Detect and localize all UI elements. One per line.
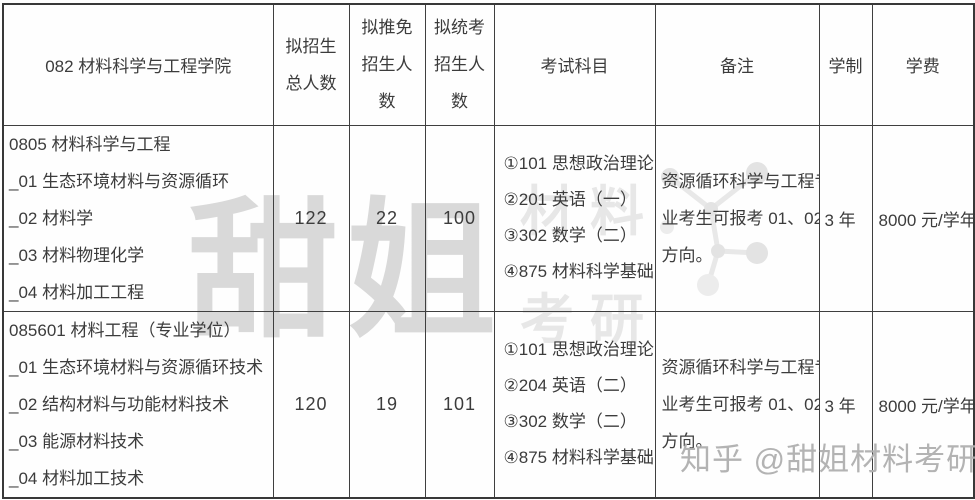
header-planned-total: 拟招生 总人数 (272, 3, 350, 126)
program-direction: _01 生态环境材料与资源循环 (9, 171, 230, 191)
header-school: 082 材料科学与工程学院 (2, 3, 274, 126)
program-cell: 0805 材料科学与工程 _01 生态环境材料与资源循环 _02 材料学 _03… (2, 124, 274, 312)
planned-total-value: 120 (272, 310, 350, 498)
header-unified-exam: 拟统考 招生人 数 (424, 3, 495, 126)
table-header-row: 082 材料科学与工程学院 拟招生 总人数 拟推免 招生人 数 拟统考 招生人 … (2, 3, 975, 126)
exam-subject: ③302 数学（二） (503, 226, 637, 245)
duration-value: 3 年 (818, 124, 873, 312)
remark-line: 业考生可报考 01、02 (661, 394, 819, 414)
remark-line: 资源循环科学与工程专 (661, 171, 819, 191)
table-row-0805: 0805 材料科学与工程 _01 生态环境材料与资源循环 _02 材料学 _03… (2, 124, 975, 312)
header-line: 拟招生 (285, 36, 337, 56)
exam-subject: ④875 材料科学基础 (503, 262, 654, 281)
remark-cell: 资源循环科学与工程专 业考生可报考 01、02 方向。 (654, 310, 820, 498)
header-line: 数 (378, 92, 396, 112)
exam-subject: ①101 思想政治理论 (503, 154, 654, 173)
header-tuition: 学费 (871, 3, 975, 126)
program-direction: _03 材料物理化学 (9, 245, 145, 265)
program-cell: 085601 材料工程（专业学位） _01 生态环境材料与资源循环技术 _02 … (2, 310, 274, 498)
header-line: 招生人 (361, 55, 413, 75)
header-exam-subjects: 考试科目 (493, 3, 656, 126)
planned-total-value: 122 (272, 124, 350, 312)
recommended-exempt-value: 22 (348, 124, 426, 312)
header-line: 拟推免 (361, 18, 413, 38)
unified-exam-value: 101 (424, 310, 495, 498)
exam-subject: ①101 思想政治理论 (503, 340, 654, 359)
header-line: 数 (451, 92, 468, 112)
program-direction: _04 材料加工技术 (9, 468, 145, 488)
program-direction: _01 生态环境材料与资源循环技术 (9, 357, 264, 377)
exam-subject: ②204 英语（二） (503, 376, 637, 395)
exam-subject: ④875 材料科学基础 (503, 448, 654, 467)
program-title: 085601 材料工程（专业学位） (9, 320, 241, 340)
remark-line: 业考生可报考 01、02 (661, 208, 819, 228)
table-row-085601: 085601 材料工程（专业学位） _01 生态环境材料与资源循环技术 _02 … (2, 310, 975, 498)
program-title: 0805 材料科学与工程 (9, 134, 171, 154)
unified-exam-value: 100 (424, 124, 495, 312)
program-direction: _02 材料学 (9, 208, 94, 228)
program-direction: _02 结构材料与功能材料技术 (9, 394, 230, 414)
recommended-exempt-value: 19 (348, 310, 426, 498)
admissions-table: 082 材料科学与工程学院 拟招生 总人数 拟推免 招生人 数 拟统考 招生人 … (2, 3, 975, 499)
header-remarks: 备注 (654, 3, 820, 126)
header-line: 总人数 (285, 73, 337, 93)
exam-subjects-cell: ①101 思想政治理论 ②201 英语（一） ③302 数学（二） ④875 材… (493, 124, 656, 312)
remark-line: 资源循环科学与工程专 (661, 357, 819, 377)
remark-line: 方向。 (661, 245, 713, 265)
header-line: 拟统考 (434, 18, 485, 38)
remark-cell: 资源循环科学与工程专 业考生可报考 01、02 方向。 (654, 124, 820, 312)
program-direction: _03 能源材料技术 (9, 431, 145, 451)
tuition-value: 8000 元/学年 (871, 310, 975, 498)
exam-subjects-cell: ①101 思想政治理论 ②204 英语（二） ③302 数学（二） ④875 材… (493, 310, 656, 498)
exam-subject: ③302 数学（二） (503, 412, 637, 431)
header-duration: 学制 (818, 3, 873, 126)
header-line: 招生人 (434, 55, 485, 75)
program-direction: _04 材料加工工程 (9, 282, 145, 302)
watermark-credit: 知乎 @甜姐材料考研 (680, 442, 975, 477)
remark-line: 方向。 (661, 431, 713, 451)
header-recommended-exempt: 拟推免 招生人 数 (348, 3, 426, 126)
duration-value: 3 年 (818, 310, 873, 498)
exam-subject: ②201 英语（一） (503, 190, 637, 209)
tuition-value: 8000 元/学年 (871, 124, 975, 312)
